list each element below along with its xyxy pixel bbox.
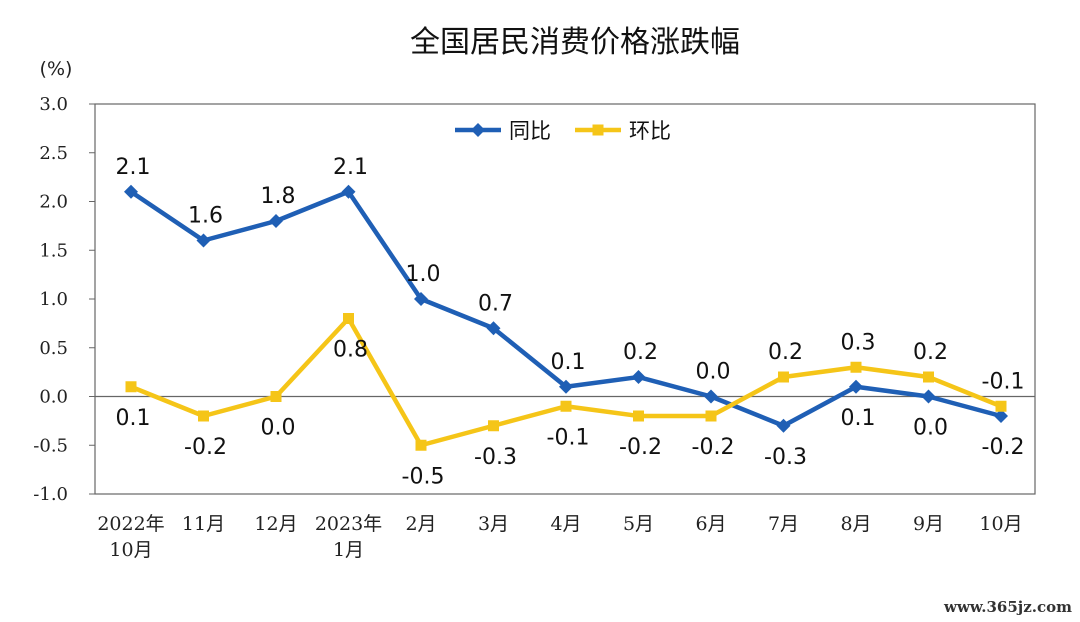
series-point-yoy <box>196 233 211 248</box>
series-point-mom <box>923 371 934 383</box>
series-point-yoy <box>994 409 1008 423</box>
series-point-mom <box>560 400 572 412</box>
y-tick-label: 2.5 <box>39 143 68 164</box>
data-label-mom: -0.3 <box>474 445 517 470</box>
data-label-yoy: 2.1 <box>333 155 368 180</box>
series-point-mom <box>633 410 644 422</box>
data-label-mom: -0.2 <box>619 435 662 460</box>
x-tick-label: 3月 <box>478 513 509 535</box>
series-layer <box>124 184 1008 451</box>
series-point-yoy <box>124 184 138 199</box>
x-axis: 2022年 10月 11月 12月 2023年 1月 2月 3月 4月 5月 6月 7月 8月 9月 10月 <box>97 513 1022 561</box>
data-label-mom: -0.1 <box>547 425 590 450</box>
data-label-mom: 0.1 <box>116 406 151 431</box>
data-label-yoy: 1.6 <box>188 204 223 229</box>
data-label-yoy: 0.7 <box>478 291 513 316</box>
data-label-mom: -0.5 <box>402 464 445 489</box>
series-point-yoy <box>486 321 501 336</box>
chart-title: 全国居民消费价格涨跌幅 <box>410 25 740 60</box>
legend-swatch-marker <box>592 124 604 136</box>
x-tick-label: 8月 <box>840 513 871 535</box>
series-point-mom <box>343 313 354 324</box>
x-tick-label: 10月 <box>979 513 1022 535</box>
series-point-mom <box>705 410 717 422</box>
x-tick-label: 1月 <box>333 539 364 561</box>
data-label-yoy: 0.0 <box>696 360 731 385</box>
legend-label: 环比 <box>629 119 671 143</box>
series-point-mom <box>125 381 137 393</box>
data-label-yoy: -0.3 <box>764 445 807 470</box>
data-label-mom: 0.2 <box>913 340 948 365</box>
x-tick-label: 9月 <box>913 513 944 535</box>
series-point-mom <box>270 391 282 402</box>
data-label-mom: 0.2 <box>768 340 803 365</box>
data-labels: 2.1 1.6 1.8 2.1 1.0 0.7 0.1 0.2 0.0 -0.3 0.1 0.0 -0.… <box>116 155 1025 490</box>
data-label-yoy: 0.0 <box>913 416 948 441</box>
data-label-yoy: 0.1 <box>551 350 586 375</box>
y-tick-label: 0.0 <box>39 387 68 408</box>
legend: 同比 环比 <box>455 119 671 143</box>
data-label-mom: -0.2 <box>692 435 735 460</box>
data-label-mom: -0.1 <box>982 369 1025 394</box>
x-tick-label: 5月 <box>623 513 654 535</box>
y-tick-label: 2.0 <box>39 192 68 213</box>
legend-swatch-marker <box>471 123 485 137</box>
y-axis: 3.0 2.5 2.0 1.5 1.0 0.5 0.0 -0.5 -1.0 <box>33 94 1035 505</box>
x-tick-label: 7月 <box>768 513 799 535</box>
data-label-mom: 0.8 <box>333 338 368 363</box>
series-point-yoy <box>341 184 356 199</box>
series-point-mom <box>995 400 1007 412</box>
data-label-yoy: 0.2 <box>623 340 658 365</box>
series-point-mom <box>198 410 209 422</box>
series-point-yoy <box>849 379 863 394</box>
watermark-text: www.365jz.com <box>943 598 1072 616</box>
data-label-mom: 0.3 <box>841 330 876 355</box>
y-tick-label: -1.0 <box>33 484 68 505</box>
series-point-yoy <box>414 292 428 306</box>
x-tick-label: 2023年 <box>315 513 382 535</box>
x-tick-label: 6月 <box>695 513 726 535</box>
data-label-mom: -0.2 <box>184 435 227 460</box>
series-point-yoy <box>269 214 283 228</box>
y-tick-label: 1.0 <box>39 289 68 310</box>
y-tick-label: -0.5 <box>33 435 68 456</box>
series-point-mom <box>778 371 789 383</box>
data-label-yoy: 1.8 <box>261 184 296 209</box>
series-point-mom <box>415 439 427 451</box>
series-point-yoy <box>631 370 646 384</box>
series-point-yoy <box>704 389 718 404</box>
y-tick-label: 3.0 <box>39 94 68 115</box>
data-label-yoy: 0.1 <box>841 406 876 431</box>
data-label-yoy: 2.1 <box>116 155 151 180</box>
series-point-yoy <box>559 379 573 394</box>
series-point-mom <box>850 361 862 373</box>
x-tick-label: 2022年 <box>97 513 164 535</box>
y-tick-label: 0.5 <box>39 338 68 359</box>
legend-label: 同比 <box>509 119 551 143</box>
x-tick-label: 10月 <box>109 539 152 561</box>
y-axis-unit: (%) <box>40 58 73 80</box>
data-label-yoy: -0.2 <box>982 435 1025 460</box>
data-label-yoy: 1.0 <box>406 262 441 287</box>
series-point-yoy <box>921 389 936 404</box>
series-point-yoy <box>776 418 791 433</box>
x-tick-label: 12月 <box>254 513 297 535</box>
x-tick-label: 4月 <box>550 513 581 535</box>
y-tick-label: 1.5 <box>39 240 68 261</box>
data-label-mom: 0.0 <box>261 416 296 441</box>
x-tick-label: 11月 <box>182 513 225 535</box>
series-point-mom <box>488 420 499 432</box>
x-tick-label: 2月 <box>405 513 436 535</box>
